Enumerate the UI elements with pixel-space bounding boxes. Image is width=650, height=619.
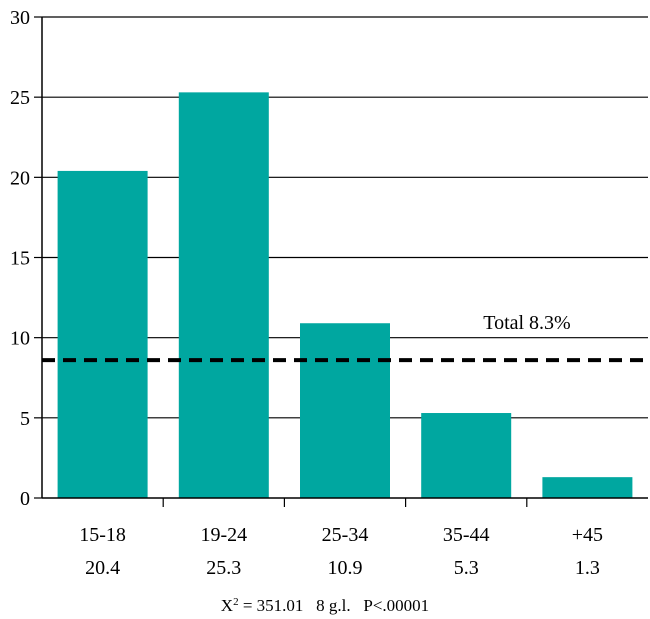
bar: [421, 413, 512, 498]
value-label: 1.3: [575, 557, 600, 579]
footnote-symbol: X: [220, 596, 234, 615]
value-label: 20.4: [85, 557, 120, 579]
y-tick-label: 0: [20, 488, 30, 510]
bar: [542, 477, 633, 498]
y-tick-label: 10: [10, 328, 30, 350]
chi-square-footnote: X2 = 351.01 8 g.l. P<.00001: [0, 596, 650, 616]
total-reference-label: Total 8.3%: [483, 312, 570, 334]
bar: [57, 170, 148, 499]
bar: [178, 92, 269, 499]
footnote-text: = 351.01 8 g.l. P<.00001: [238, 596, 430, 615]
y-tick-label: 5: [20, 408, 30, 430]
footnote-superscript: 2: [233, 596, 239, 608]
category-label: 19-24: [200, 524, 247, 546]
bar: [300, 323, 390, 498]
category-label: +45: [572, 524, 603, 546]
category-label: 15-18: [79, 524, 126, 546]
category-label: 25-34: [322, 524, 369, 546]
value-label: 5.3: [454, 557, 479, 579]
y-tick-label: 30: [10, 7, 30, 29]
y-tick-label: 25: [10, 87, 30, 109]
y-tick-label: 20: [10, 167, 30, 189]
value-label: 25.3: [206, 557, 241, 579]
category-label: 35-44: [443, 524, 490, 546]
y-tick-label: 15: [10, 248, 30, 270]
value-label: 10.9: [328, 557, 363, 579]
